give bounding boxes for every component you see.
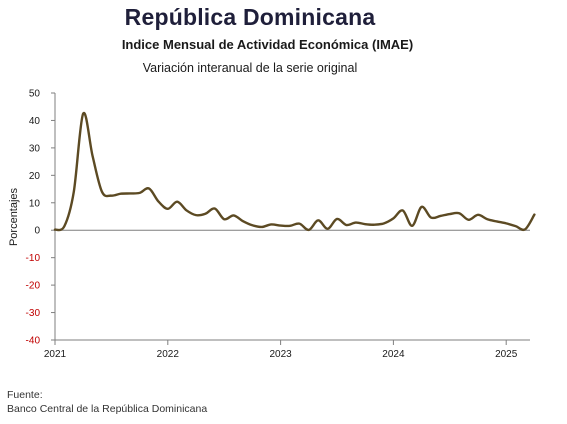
x-axis: 2021 2022 2023 2024 2025 xyxy=(44,229,530,360)
y-axis-label: Porcentajes xyxy=(8,187,20,246)
y-axis: 50 40 30 20 10 0 -10 -20 -30 -40 xyxy=(26,89,56,347)
y-tick-label: 30 xyxy=(29,143,41,154)
source-label: Fuente: xyxy=(7,389,43,401)
series-line-imae xyxy=(53,111,536,232)
y-tick-label: 0 xyxy=(34,226,40,237)
y-tick-label: 10 xyxy=(29,198,41,209)
x-tick-label: 2022 xyxy=(157,349,180,360)
x-tick-label: 2025 xyxy=(495,349,518,360)
source-text: Banco Central de la República Dominicana xyxy=(7,403,208,415)
chart-title: República Dominicana xyxy=(124,4,376,30)
y-tick-label: 50 xyxy=(29,89,41,100)
x-tick-label: 2023 xyxy=(269,349,292,360)
x-tick-label: 2021 xyxy=(44,349,67,360)
chart-subtitle: Indice Mensual de Actividad Económica (I… xyxy=(121,37,414,52)
y-tick-label: 20 xyxy=(29,171,41,182)
y-tick-label: 40 xyxy=(29,116,41,127)
y-tick-label: -10 xyxy=(26,253,41,264)
y-tick-label: -20 xyxy=(26,281,41,292)
chart-series-note: Variación interanual de la serie origina… xyxy=(142,61,358,75)
y-tick-label: -30 xyxy=(26,308,41,319)
x-tick-label: 2024 xyxy=(382,349,405,360)
y-tick-label: -40 xyxy=(26,336,41,347)
